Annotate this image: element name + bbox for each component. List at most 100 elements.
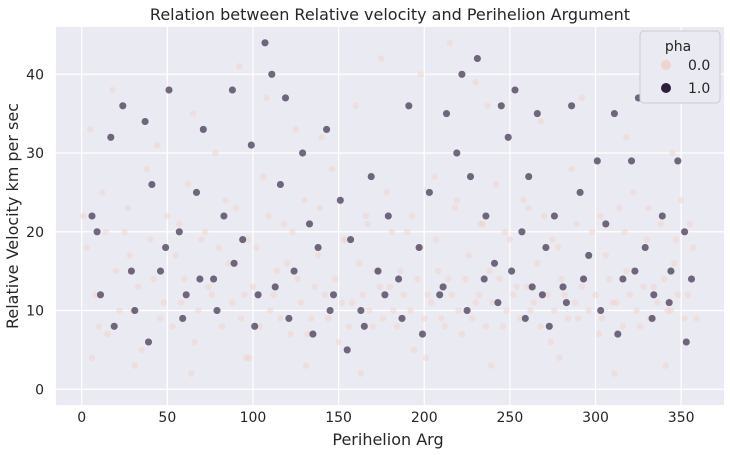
data-point	[314, 243, 323, 252]
data-point	[618, 275, 627, 284]
data-point	[665, 298, 674, 307]
data-point	[541, 243, 550, 252]
data-point	[490, 259, 499, 268]
data-point	[666, 267, 675, 276]
data-point	[612, 299, 620, 306]
data-point	[466, 172, 475, 181]
data-point	[195, 307, 202, 314]
data-point	[153, 141, 161, 149]
x-tick-label: 300	[582, 410, 609, 426]
x-tick-label: 100	[240, 410, 267, 426]
data-point	[195, 275, 204, 284]
data-point	[116, 307, 123, 314]
data-point	[497, 101, 506, 110]
data-point	[261, 38, 270, 47]
data-point	[230, 259, 239, 268]
series-0	[80, 39, 700, 377]
data-point	[626, 291, 633, 298]
data-point	[562, 298, 571, 307]
data-point	[556, 354, 563, 361]
data-point	[383, 189, 390, 196]
data-point	[192, 188, 201, 197]
data-point	[435, 290, 444, 299]
data-point	[386, 283, 394, 291]
data-point	[176, 220, 183, 228]
data-point	[229, 299, 236, 306]
data-point	[398, 314, 407, 323]
data-point	[513, 283, 520, 291]
data-point	[141, 117, 150, 126]
data-point	[249, 283, 257, 291]
data-point	[684, 291, 692, 298]
data-point	[564, 315, 572, 322]
x-tick-label: 350	[668, 410, 695, 426]
data-point	[378, 55, 385, 62]
x-axis-label: Perihelion Arg	[332, 430, 443, 449]
data-point	[367, 172, 376, 181]
data-point	[445, 275, 452, 283]
data-point	[144, 338, 153, 347]
data-point	[294, 275, 301, 283]
data-point	[281, 93, 290, 102]
data-point	[453, 197, 460, 204]
data-points	[80, 38, 700, 377]
data-point	[238, 235, 247, 244]
data-point	[322, 125, 331, 134]
legend-label-0: 0.0	[688, 58, 710, 74]
data-point	[434, 267, 442, 275]
data-point	[407, 307, 414, 314]
data-point	[329, 290, 338, 299]
data-point	[672, 236, 680, 243]
data-point	[645, 204, 652, 212]
legend: pha 0.0 1.0	[639, 30, 721, 104]
data-point	[496, 275, 503, 283]
data-point	[357, 370, 365, 377]
data-point	[528, 282, 537, 291]
data-point	[87, 126, 94, 133]
legend-label-1: 1.0	[688, 81, 710, 97]
data-point	[448, 291, 455, 298]
data-point	[484, 102, 491, 110]
data-point	[643, 236, 651, 243]
data-point	[222, 197, 229, 204]
data-point	[338, 299, 346, 306]
data-point	[205, 283, 212, 291]
data-point	[366, 307, 373, 314]
data-point	[326, 306, 335, 315]
data-point	[374, 267, 383, 276]
data-point	[477, 220, 484, 228]
data-point	[630, 267, 639, 276]
data-point	[340, 236, 347, 243]
data-point	[592, 291, 599, 298]
data-point	[379, 315, 387, 322]
data-point	[409, 212, 416, 220]
data-point	[578, 283, 585, 291]
data-point	[458, 330, 466, 338]
data-point	[198, 236, 205, 243]
data-point	[669, 149, 676, 157]
data-point	[188, 370, 195, 377]
data-point	[487, 362, 495, 369]
data-point	[545, 322, 554, 331]
data-point	[267, 70, 276, 79]
data-point	[356, 260, 363, 267]
x-tick-label: 200	[411, 410, 438, 426]
data-point	[630, 189, 637, 196]
data-point	[380, 290, 389, 299]
data-point	[289, 228, 296, 235]
data-point	[184, 181, 192, 188]
data-point	[517, 227, 526, 236]
data-point	[199, 125, 208, 134]
data-point	[674, 291, 681, 298]
data-point	[397, 267, 404, 275]
y-tick-label: 10	[26, 304, 44, 320]
data-point	[433, 236, 440, 243]
data-point	[593, 156, 602, 165]
data-point	[228, 85, 237, 94]
data-point	[169, 323, 176, 330]
data-point	[520, 197, 527, 204]
data-point	[501, 228, 508, 235]
x-tick-labels: 0 50 100 150 200 250 300 350	[77, 410, 694, 426]
data-point	[422, 354, 430, 361]
data-point	[253, 244, 260, 251]
